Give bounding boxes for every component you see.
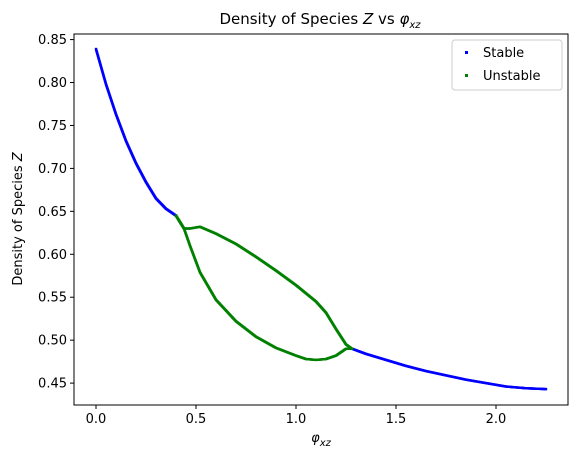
y-tick-label: 0.85 bbox=[38, 33, 67, 48]
legend-box bbox=[451, 39, 563, 91]
chart-title: Density of Species Z vs φxz bbox=[219, 10, 421, 31]
x-tick-label: 0.0 bbox=[86, 412, 107, 427]
ylabel-prefix: Density of Species bbox=[11, 161, 26, 285]
y-axis-ticks: 0.45 0.50 0.55 0.60 0.65 0.70 0.75 0.80 0.85 bbox=[38, 33, 74, 392]
xlabel-phi: φ bbox=[311, 431, 320, 446]
title-phi: φ bbox=[399, 10, 409, 28]
x-axis-ticks: 0.0 0.5 1.0 1.5 2.0 bbox=[86, 405, 507, 427]
y-tick-label: 0.60 bbox=[38, 248, 67, 263]
x-tick-label: 0.5 bbox=[186, 412, 207, 427]
xlabel-subscript: xz bbox=[319, 438, 332, 449]
legend: Stable Unstable bbox=[451, 39, 563, 91]
ylabel-z: Z bbox=[11, 151, 26, 162]
y-tick-label: 0.45 bbox=[38, 377, 67, 392]
y-axis-label: Density of Species Z bbox=[11, 151, 26, 285]
y-tick-label: 0.80 bbox=[38, 76, 67, 91]
legend-label-stable: Stable bbox=[483, 46, 524, 61]
plot-area bbox=[74, 34, 568, 405]
series-unstable bbox=[174, 214, 354, 362]
series-stable bbox=[94, 47, 548, 391]
legend-label-unstable: Unstable bbox=[483, 69, 540, 84]
y-tick-label: 0.50 bbox=[38, 334, 67, 349]
y-tick-label: 0.70 bbox=[38, 162, 67, 177]
x-tick-label: 2.0 bbox=[486, 412, 507, 427]
x-axis-label: φxz bbox=[311, 431, 331, 449]
legend-marker-stable bbox=[465, 51, 468, 54]
data-point bbox=[544, 387, 548, 391]
x-tick-label: 1.5 bbox=[386, 412, 407, 427]
y-tick-label: 0.55 bbox=[38, 291, 67, 306]
plot-frame bbox=[73, 33, 569, 406]
title-prefix: Density of Species bbox=[219, 10, 363, 28]
title-middle: vs bbox=[373, 10, 399, 28]
data-point bbox=[350, 347, 354, 350]
legend-marker-unstable bbox=[465, 74, 468, 77]
y-tick-label: 0.75 bbox=[38, 119, 67, 134]
title-z: Z bbox=[362, 10, 374, 28]
y-tick-label: 0.65 bbox=[38, 205, 67, 220]
x-tick-label: 1.0 bbox=[286, 412, 307, 427]
data-marks bbox=[94, 47, 548, 391]
title-phi-subscript: xz bbox=[408, 20, 421, 31]
